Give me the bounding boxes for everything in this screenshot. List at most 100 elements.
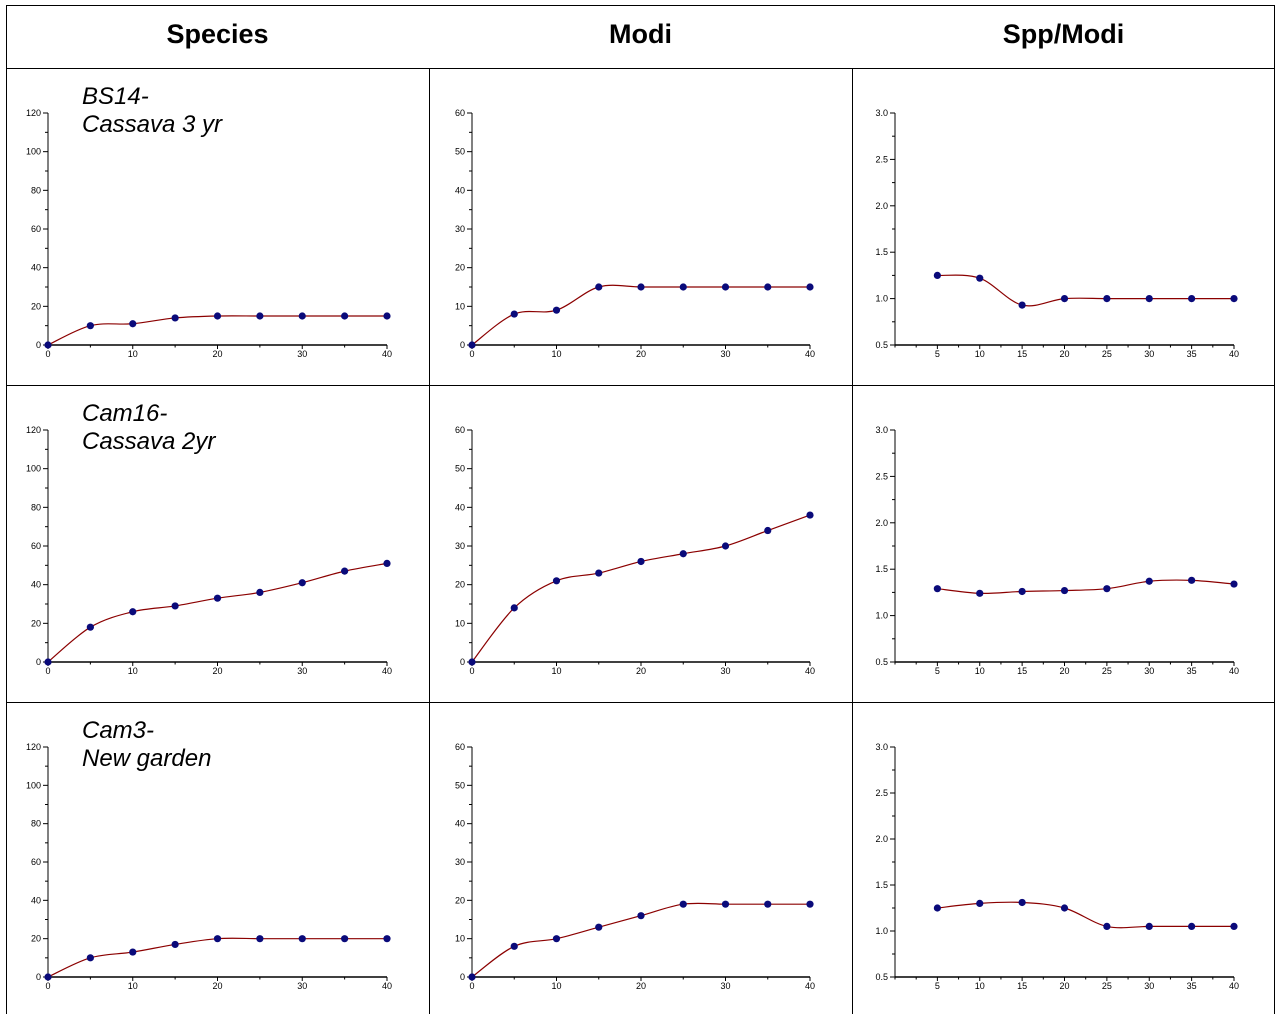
data-point <box>933 585 941 593</box>
data-point <box>1188 922 1196 931</box>
data-point <box>595 283 603 291</box>
data-point <box>595 569 603 577</box>
y-tick-label: 60 <box>31 224 41 234</box>
data-point <box>129 608 137 616</box>
data-point <box>637 557 645 566</box>
x-tick-label: 25 <box>1102 666 1112 676</box>
y-tick-label: 80 <box>31 502 41 512</box>
y-tick-label: 80 <box>31 819 41 829</box>
y-tick-label: 2.0 <box>875 834 888 844</box>
x-tick-label: 0 <box>45 666 50 676</box>
x-tick-label: 0 <box>469 981 474 991</box>
y-tick-label: 0 <box>36 972 41 982</box>
data-point <box>637 912 645 920</box>
y-tick-label: 3.0 <box>875 425 888 435</box>
header-divider <box>6 68 1275 69</box>
y-tick-label: 30 <box>455 541 465 551</box>
site-label-line2: New garden <box>82 745 212 772</box>
y-tick-label: 40 <box>455 819 465 829</box>
x-tick-label: 0 <box>45 981 50 991</box>
x-tick-label: 30 <box>297 981 307 991</box>
data-point <box>1103 295 1111 303</box>
row-divider-1 <box>6 385 1275 386</box>
y-tick-label: 120 <box>26 425 41 435</box>
x-tick-label: 20 <box>1059 981 1069 991</box>
row-label-cell-2: Cam3- New garden <box>0 703 429 1014</box>
x-tick-label: 40 <box>805 349 815 359</box>
y-tick-label: 1.0 <box>875 294 888 304</box>
x-tick-label: 5 <box>935 666 940 676</box>
row-label-cell-0: BS14- Cassava 3 yr <box>0 69 429 385</box>
x-tick-label: 20 <box>212 349 222 359</box>
row-label-cell-1: Cam16- Cassava 2yr <box>0 386 429 702</box>
y-tick-label: 3.0 <box>875 742 888 752</box>
x-tick-label: 20 <box>1059 666 1069 676</box>
data-point <box>976 274 984 282</box>
data-point <box>1103 922 1111 931</box>
y-tick-label: 20 <box>31 301 41 311</box>
data-point <box>171 940 179 949</box>
y-tick-label: 0 <box>36 657 41 667</box>
table-border-right <box>1274 5 1275 1014</box>
data-point <box>256 935 264 943</box>
y-tick-label: 50 <box>455 464 465 474</box>
y-tick-label: 10 <box>455 301 465 311</box>
data-point <box>679 550 687 558</box>
data-point <box>256 312 264 320</box>
data-point <box>298 312 306 320</box>
data-point <box>1230 922 1238 931</box>
data-point <box>510 942 518 950</box>
x-tick-label: 20 <box>636 981 646 991</box>
data-point <box>1103 585 1111 593</box>
chart-0-2: 0.5 1.0 1.5 2.0 2.5 3.0 5 10 15 20 25 30 35 40 <box>875 108 1239 359</box>
data-point <box>679 900 687 908</box>
y-tick-label: 30 <box>455 224 465 234</box>
data-point <box>510 310 518 318</box>
y-tick-label: 1.5 <box>875 880 888 890</box>
chart-2-2: 0.5 1.0 1.5 2.0 2.5 3.0 5 10 15 20 25 30 35 40 <box>875 742 1239 991</box>
site-label-line2: Cassava 2yr <box>82 428 216 455</box>
x-tick-label: 10 <box>551 349 561 359</box>
chart-2-1: 0 10 20 30 40 50 60 0 10 20 30 40 <box>455 742 815 991</box>
header-modi: Modi <box>609 18 672 49</box>
x-tick-label: 5 <box>935 349 940 359</box>
x-tick-label: 40 <box>382 349 392 359</box>
data-point <box>976 589 984 597</box>
data-point <box>44 658 52 666</box>
data-point <box>1188 576 1196 584</box>
data-point <box>86 322 94 330</box>
x-tick-label: 15 <box>1017 666 1027 676</box>
x-tick-label: 35 <box>1187 981 1197 991</box>
data-point <box>1145 577 1153 585</box>
data-point <box>1230 295 1238 303</box>
y-tick-label: 120 <box>26 742 41 752</box>
y-tick-label: 20 <box>31 618 41 628</box>
y-tick-label: 60 <box>31 857 41 867</box>
y-tick-label: 1.5 <box>875 564 888 574</box>
table-border-top <box>6 5 1275 6</box>
x-tick-label: 0 <box>469 349 474 359</box>
x-tick-label: 15 <box>1017 349 1027 359</box>
chart-0-1: 0 10 20 30 40 50 60 0 10 20 30 40 <box>455 108 815 359</box>
x-tick-label: 10 <box>975 349 985 359</box>
x-tick-label: 40 <box>382 981 392 991</box>
chart-2-0: 0 20 40 60 80 100 120 0 10 20 30 40 <box>26 742 392 991</box>
series-line <box>471 284 810 346</box>
data-point <box>552 935 561 943</box>
data-point <box>213 312 222 320</box>
chart-1-0: 0 20 40 60 80 100 120 0 10 20 30 40 <box>26 425 392 676</box>
data-point <box>721 283 730 291</box>
y-tick-label: 30 <box>455 857 465 867</box>
data-point <box>1060 586 1069 595</box>
series-line <box>47 315 387 346</box>
data-point <box>552 577 561 585</box>
row-divider-2 <box>6 702 1275 703</box>
x-tick-label: 15 <box>1017 981 1027 991</box>
data-point <box>637 283 645 291</box>
x-tick-label: 10 <box>128 981 138 991</box>
x-tick-label: 40 <box>1229 349 1239 359</box>
y-tick-label: 1.0 <box>875 926 888 936</box>
site-label: Cam16- Cassava 2yr <box>82 400 215 456</box>
data-point <box>86 954 94 962</box>
